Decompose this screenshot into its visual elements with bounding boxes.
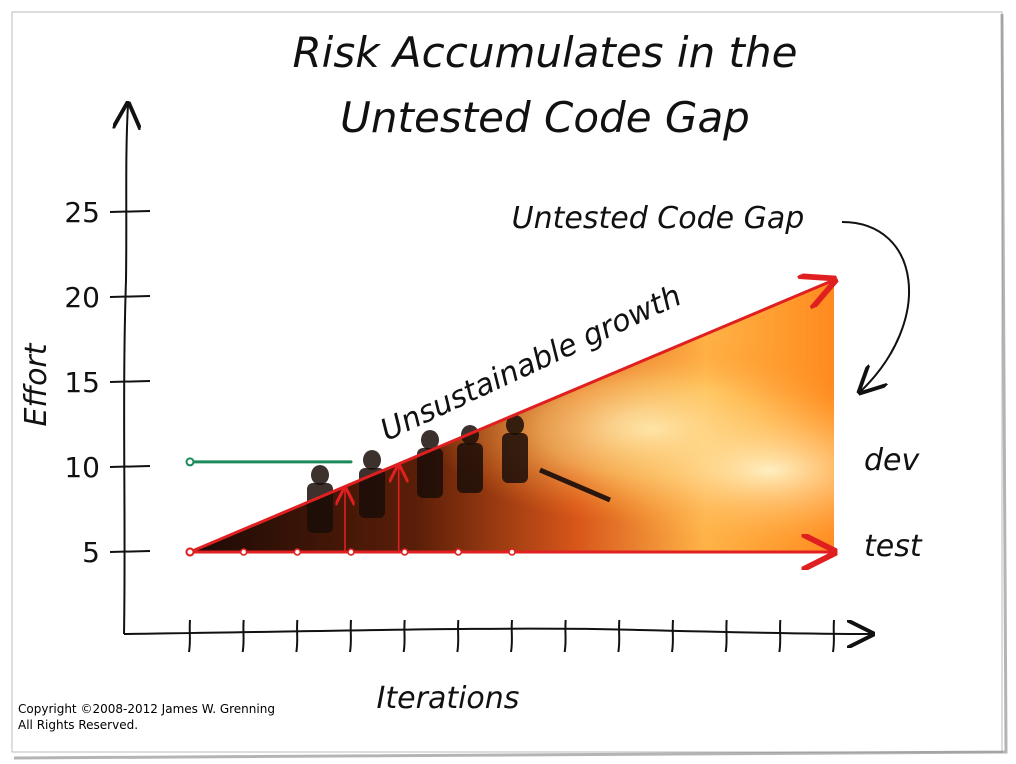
y-ticks: 5 10 15 20 25 bbox=[64, 196, 151, 569]
firefighter-silhouette bbox=[311, 465, 329, 485]
y-tick bbox=[109, 465, 151, 468]
test-line-point bbox=[508, 548, 516, 556]
y-tick-label: 25 bbox=[64, 196, 100, 229]
firefighter-silhouette bbox=[502, 433, 528, 483]
x-tick bbox=[671, 619, 674, 653]
series-start-point bbox=[185, 547, 195, 557]
y-axis-label: Effort bbox=[19, 342, 54, 426]
series-layer bbox=[185, 280, 835, 557]
y-tick bbox=[109, 210, 151, 213]
x-tick bbox=[349, 619, 352, 653]
series-label-test: test bbox=[864, 529, 923, 564]
x-tick bbox=[510, 619, 513, 653]
test-line-point bbox=[293, 548, 302, 556]
series-start-point bbox=[185, 457, 195, 467]
x-tick bbox=[778, 619, 782, 653]
hose-nozzle bbox=[539, 467, 611, 503]
firefighter-silhouette bbox=[363, 450, 381, 470]
firefighter-silhouette bbox=[307, 483, 333, 533]
series-label-dev: dev bbox=[864, 443, 921, 478]
test-line-point bbox=[347, 548, 355, 556]
firefighter-silhouette bbox=[417, 448, 443, 498]
x-tick bbox=[563, 619, 567, 653]
chart-title-line2: Untested Code Gap bbox=[340, 93, 750, 142]
x-axis-label: Iterations bbox=[377, 681, 520, 716]
series-line-growth bbox=[188, 280, 834, 554]
firefighter-silhouette bbox=[506, 415, 524, 435]
y-tick-label: 5 bbox=[82, 536, 100, 569]
firefighter-silhouette bbox=[359, 468, 385, 518]
y-tick bbox=[109, 550, 151, 553]
test-line-point bbox=[454, 548, 463, 556]
copyright-line1: Copyright ©2008-2012 James W. Grenning bbox=[18, 702, 275, 716]
y-tick bbox=[109, 295, 151, 298]
y-tick bbox=[109, 380, 151, 383]
copyright-notice: Copyright ©2008-2012 James W. Grenning A… bbox=[18, 701, 275, 733]
x-ticks bbox=[188, 619, 835, 653]
firefighter-silhouette bbox=[421, 430, 439, 450]
x-tick bbox=[241, 619, 245, 653]
x-tick bbox=[832, 619, 835, 653]
y-tick-label: 20 bbox=[64, 281, 100, 314]
x-tick bbox=[402, 619, 406, 653]
chart-title-line1: Risk Accumulates in the bbox=[293, 28, 798, 77]
test-line-point bbox=[400, 548, 409, 556]
x-tick bbox=[456, 619, 460, 653]
y-axis bbox=[124, 104, 128, 635]
x-tick bbox=[295, 619, 299, 653]
x-tick bbox=[617, 619, 621, 653]
x-tick bbox=[188, 619, 191, 653]
y-tick-label: 10 bbox=[64, 451, 100, 484]
firefighter-silhouette bbox=[457, 443, 483, 493]
untested-gap-label: Untested Code Gap bbox=[512, 201, 805, 236]
y-tick-label: 15 bbox=[64, 366, 100, 399]
copyright-line2: All Rights Reserved. bbox=[18, 718, 139, 732]
x-tick bbox=[724, 619, 728, 653]
test-line-point bbox=[239, 548, 248, 556]
x-axis bbox=[123, 629, 872, 634]
gap-curved-arrow bbox=[841, 221, 910, 392]
